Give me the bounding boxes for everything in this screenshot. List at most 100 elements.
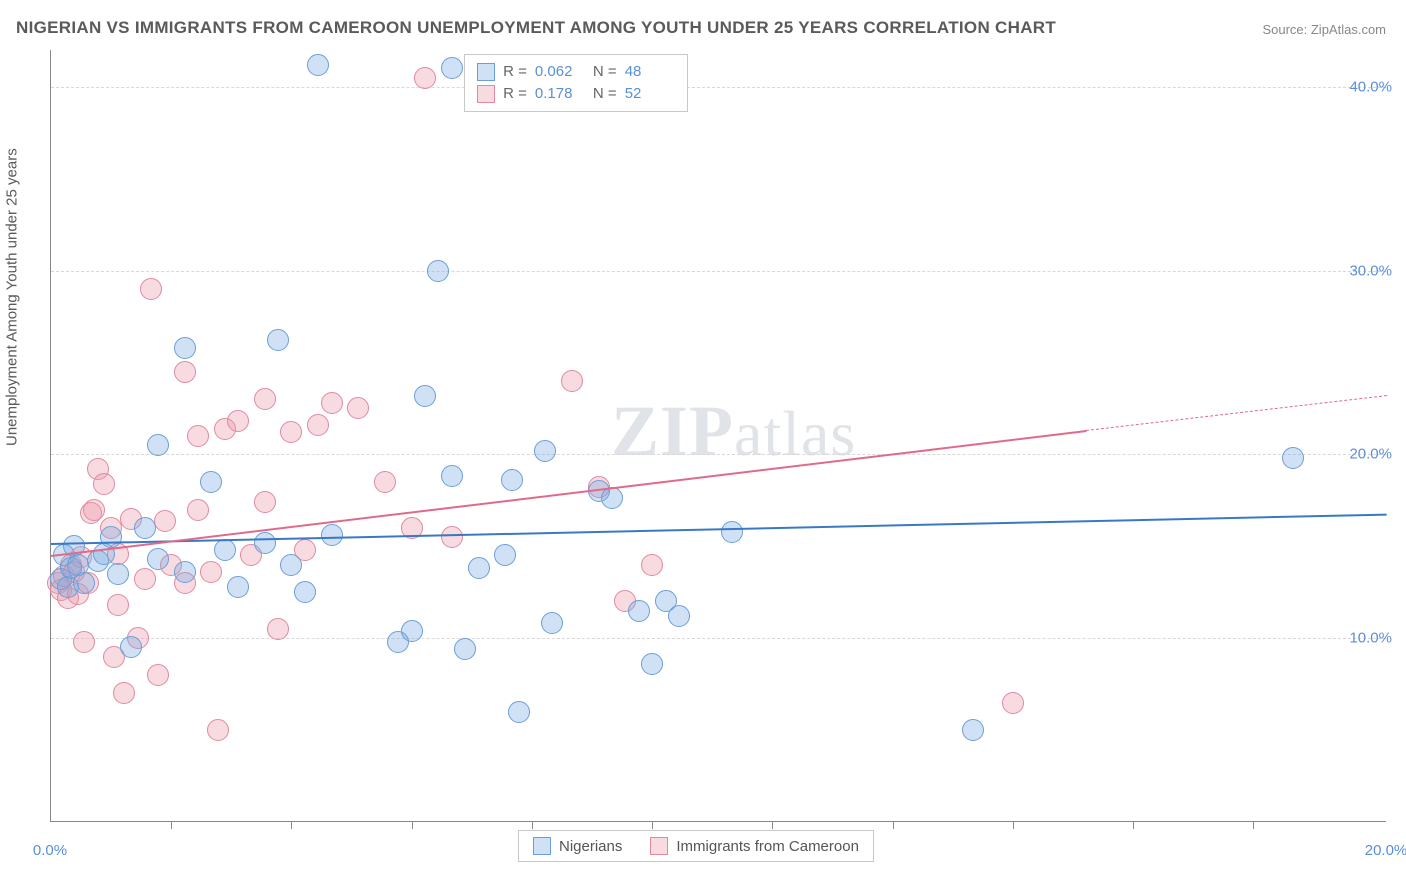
scatter-point-series1 [174, 561, 196, 583]
scatter-point-series2 [441, 526, 463, 548]
x-tick [1013, 821, 1014, 829]
scatter-point-series1 [1282, 447, 1304, 469]
scatter-point-series1 [307, 54, 329, 76]
y-tick-label: 20.0% [1349, 446, 1392, 463]
n-label: N = [593, 83, 617, 105]
x-tick [1253, 821, 1254, 829]
legend-swatch [477, 63, 495, 81]
series-legend: Nigerians Immigrants from Cameroon [518, 830, 874, 862]
scatter-point-series1 [721, 521, 743, 543]
n-value: 52 [625, 83, 675, 105]
scatter-point-series2 [73, 631, 95, 653]
scatter-point-series2 [267, 618, 289, 640]
r-value: 0.178 [535, 83, 585, 105]
scatter-point-series2 [187, 499, 209, 521]
scatter-point-series1 [508, 701, 530, 723]
n-label: N = [593, 61, 617, 83]
scatter-point-series1 [501, 469, 523, 491]
correlation-legend: R = 0.062 N = 48 R = 0.178 N = 52 [464, 54, 688, 112]
scatter-point-series2 [374, 471, 396, 493]
scatter-point-series1 [280, 554, 302, 576]
y-tick-label: 10.0% [1349, 630, 1392, 647]
legend-label: Nigerians [559, 838, 622, 855]
x-tick [772, 821, 773, 829]
legend-item: Nigerians [533, 837, 622, 855]
scatter-point-series2 [280, 421, 302, 443]
trendline-blue [51, 513, 1387, 544]
gridline [51, 454, 1386, 455]
legend-label: Immigrants from Cameroon [676, 838, 859, 855]
r-label: R = [503, 61, 527, 83]
scatter-point-series2 [561, 370, 583, 392]
legend-item: Immigrants from Cameroon [650, 837, 859, 855]
scatter-point-series2 [641, 554, 663, 576]
r-label: R = [503, 83, 527, 105]
scatter-point-series2 [307, 414, 329, 436]
scatter-point-series1 [441, 57, 463, 79]
scatter-point-series2 [321, 392, 343, 414]
legend-swatch [650, 837, 668, 855]
y-tick-label: 40.0% [1349, 78, 1392, 95]
scatter-point-series1 [541, 612, 563, 634]
scatter-point-series2 [347, 397, 369, 419]
scatter-point-series2 [227, 410, 249, 432]
legend-swatch [477, 85, 495, 103]
scatter-point-series2 [254, 388, 276, 410]
scatter-point-series1 [628, 600, 650, 622]
x-tick [291, 821, 292, 829]
gridline [51, 638, 1386, 639]
x-tick [171, 821, 172, 829]
scatter-point-series1 [454, 638, 476, 660]
x-tick [532, 821, 533, 829]
scatter-point-series1 [120, 636, 142, 658]
scatter-point-series1 [427, 260, 449, 282]
scatter-point-series2 [113, 682, 135, 704]
n-value: 48 [625, 61, 675, 83]
scatter-point-series1 [441, 465, 463, 487]
scatter-point-series1 [401, 620, 423, 642]
scatter-point-series1 [601, 487, 623, 509]
scatter-point-series1 [227, 576, 249, 598]
scatter-point-series2 [93, 473, 115, 495]
scatter-point-series2 [134, 568, 156, 590]
x-tick-label: 0.0% [33, 842, 67, 859]
y-tick-label: 30.0% [1349, 262, 1392, 279]
scatter-point-series2 [187, 425, 209, 447]
scatter-point-series1 [267, 329, 289, 351]
trendline-pink-dashed [1086, 396, 1387, 432]
y-axis-label: Unemployment Among Youth under 25 years [4, 148, 21, 446]
x-tick [893, 821, 894, 829]
scatter-point-series1 [494, 544, 516, 566]
scatter-point-series2 [107, 594, 129, 616]
scatter-point-series2 [140, 278, 162, 300]
scatter-point-series1 [134, 517, 156, 539]
scatter-point-series1 [254, 532, 276, 554]
x-tick [412, 821, 413, 829]
scatter-point-series2 [154, 510, 176, 532]
gridline [51, 271, 1386, 272]
scatter-point-series1 [147, 548, 169, 570]
scatter-point-series2 [207, 719, 229, 741]
source-attribution: Source: ZipAtlas.com [1262, 22, 1386, 37]
scatter-point-series2 [147, 664, 169, 686]
scatter-point-series1 [107, 563, 129, 585]
scatter-point-series1 [468, 557, 490, 579]
scatter-point-series2 [254, 491, 276, 513]
legend-swatch [533, 837, 551, 855]
scatter-point-series1 [200, 471, 222, 493]
scatter-point-series2 [174, 361, 196, 383]
chart-title: NIGERIAN VS IMMIGRANTS FROM CAMEROON UNE… [16, 18, 1056, 38]
scatter-point-series2 [200, 561, 222, 583]
scatter-point-series1 [214, 539, 236, 561]
scatter-point-series1 [174, 337, 196, 359]
scatter-point-series1 [321, 524, 343, 546]
scatter-point-series1 [668, 605, 690, 627]
scatter-point-series2 [83, 499, 105, 521]
gridline [51, 87, 1386, 88]
scatter-point-series1 [641, 653, 663, 675]
r-value: 0.062 [535, 61, 585, 83]
plot-area: ZIPatlas [50, 50, 1386, 822]
x-tick [652, 821, 653, 829]
scatter-point-series2 [1002, 692, 1024, 714]
scatter-point-series1 [534, 440, 556, 462]
